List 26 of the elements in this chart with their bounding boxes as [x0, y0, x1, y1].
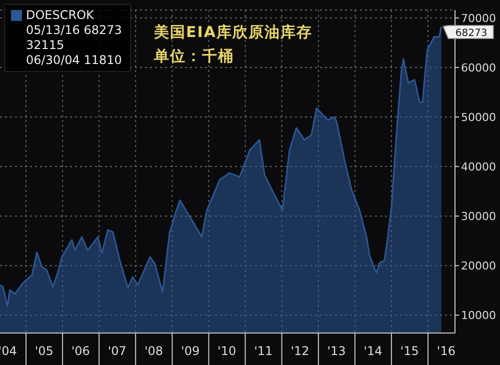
x-tick-label: '11 [254, 344, 273, 358]
x-tick-label: '07 [108, 344, 126, 358]
x-tick-label: '09 [181, 344, 200, 358]
x-tick-label: '14 [364, 344, 382, 358]
x-tick-label: '05 [34, 344, 54, 358]
x-tick-label: '15 [400, 344, 419, 358]
annotation: 32115 [25, 38, 66, 53]
x-tick-label: '10 [218, 344, 236, 358]
x-tick-label: '12 [290, 344, 310, 358]
legend-label: DOESCROK [26, 8, 94, 23]
x-tick-label: '06 [71, 344, 90, 358]
annotation: 05/13/16 68273 [25, 23, 122, 38]
y-tick-label: 40000 [461, 160, 496, 174]
x-tick-label: '16 [436, 344, 456, 358]
y-tick-label: 10000 [461, 309, 496, 322]
y-tick-label: 60000 [461, 61, 496, 74]
text: 美国EIA库欣原油库存 [154, 22, 312, 43]
data-label: 68273 [455, 28, 488, 39]
x-tick-label: '08 [144, 344, 164, 358]
x-tick-label: '13 [327, 344, 346, 358]
y-tick-label: 20000 [461, 260, 496, 273]
annotation: 06/30/04 11810 [25, 53, 122, 68]
text: 单位：千桶 [154, 46, 235, 67]
y-tick-label: 50000 [461, 110, 496, 124]
y-tick-label: 30000 [461, 210, 496, 223]
y-tick-label: 70000 [461, 12, 496, 25]
